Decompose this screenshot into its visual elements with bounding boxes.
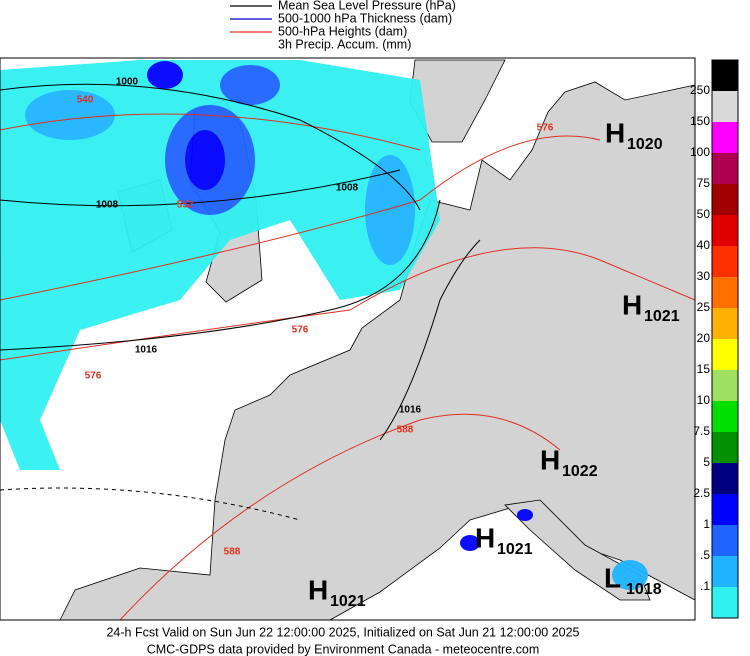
footer-line: CMC-GDPS data provided by Environment Ca…: [147, 642, 540, 656]
contour-label: 1000: [116, 77, 139, 88]
precip-moderate: [612, 560, 648, 590]
colorbar-label: 5: [703, 455, 710, 469]
colorbar-top: [712, 60, 738, 91]
pressure-center-value: 1022: [562, 463, 598, 480]
contour-label: 1016: [135, 345, 158, 356]
colorbar-swatch: [712, 370, 738, 401]
contour-label: 576: [537, 123, 554, 134]
legend-label: 3h Precip. Accum. (mm): [278, 37, 411, 51]
colorbar-label: 75: [697, 176, 711, 190]
colorbar-label: 7.5: [693, 424, 710, 438]
precip-moderate: [365, 155, 415, 265]
colorbar-swatch: [712, 587, 738, 618]
colorbar-swatch: [712, 122, 738, 153]
height-contour: [0, 135, 601, 301]
colorbar-swatch: [712, 215, 738, 246]
precip-heavy: [185, 130, 225, 190]
legend: Mean Sea Level Pressure (hPa)500-1000 hP…: [230, 0, 456, 51]
contours: [0, 83, 696, 621]
precip-heavy: [147, 61, 183, 89]
colorbar-frame: [711, 59, 739, 619]
colorbar-label: 250: [690, 83, 710, 97]
contour-label: 1008: [96, 200, 119, 211]
colorbar-swatch: [712, 432, 738, 463]
colorbar-label: 20: [697, 331, 711, 345]
colorbar-swatch: [712, 463, 738, 494]
contour-label: 540: [77, 95, 94, 106]
colorbar-swatch: [712, 91, 738, 122]
pressure-contour: [0, 199, 441, 351]
precip-light: [0, 60, 440, 470]
pressure-contour: [0, 169, 401, 207]
precip-heavy: [517, 509, 533, 521]
pressure-center-letter: L: [604, 562, 621, 593]
contour-label: 588: [224, 547, 241, 558]
pressure-center-value: 1021: [644, 308, 680, 325]
colorbar-label: 100: [690, 145, 710, 159]
colorbar-swatch: [712, 339, 738, 370]
colorbar: 250 150 100 75 50 40 30 25 20 15 10 7.5 5 2.5 1 .5 .1: [690, 59, 739, 619]
pressure-center-letter: H: [605, 117, 625, 148]
pressure-center-value: 1020: [627, 136, 663, 153]
colorbar-label: 30: [697, 269, 711, 283]
contour-label: 576: [292, 325, 309, 336]
colorbar-swatch: [712, 246, 738, 277]
pressure-center-value: 1021: [330, 593, 366, 610]
map-frame: [0, 57, 696, 621]
contour-label: 1008: [336, 183, 359, 194]
pressure-center-letter: H: [540, 444, 560, 475]
footer-line: 24-h Fcst Valid on Sun Jun 22 12:00:00 2…: [106, 625, 579, 639]
pressure-center-letter: H: [308, 574, 328, 605]
colorbar-label: 1: [703, 517, 710, 531]
colorbar-label: 10: [697, 393, 711, 407]
height-contour: [0, 247, 696, 361]
contour-label: 588: [397, 425, 414, 436]
colorbar-swatch: [712, 308, 738, 339]
colorbar-swatch: [712, 153, 738, 184]
pressure-center-value: 1018: [626, 581, 662, 598]
height-contour: [119, 413, 561, 621]
precip-heavy: [460, 535, 480, 551]
colorbar-swatch: [712, 277, 738, 308]
pressure-center-letter: H: [622, 289, 642, 320]
colorbar-swatch: [712, 494, 738, 525]
colorbar-swatch: [712, 525, 738, 556]
pressure-contour: [379, 239, 481, 441]
colorbar-label: 15: [697, 362, 711, 376]
map: [0, 57, 696, 621]
pressure-contour: [0, 83, 421, 211]
pressure-center-value: 1021: [497, 541, 533, 558]
contour-label: 576: [85, 371, 102, 382]
colorbar-swatch: [712, 556, 738, 587]
precip-moderate: [220, 65, 280, 105]
contour-label: 1016: [399, 405, 422, 416]
legend-label: Mean Sea Level Pressure (hPa): [278, 0, 456, 12]
colorbar-label: .1: [700, 579, 710, 593]
colorbar-label: 50: [697, 207, 711, 221]
colorbar-label: .5: [700, 548, 710, 562]
colorbar-swatch: [712, 401, 738, 432]
pressure-center-letter: H: [475, 522, 495, 553]
precip-moderate: [25, 90, 115, 140]
colorbar-label: 150: [690, 114, 710, 128]
colorbar-label: 40: [697, 238, 711, 252]
precipitation: [0, 60, 648, 590]
legend-label: 500-hPa Heights (dam): [278, 24, 407, 38]
height-contour: [0, 113, 421, 151]
colorbar-swatch: [712, 184, 738, 215]
colorbar-label: 25: [697, 300, 711, 314]
colorbar-label: 2.5: [693, 486, 710, 500]
contour-label: 552: [177, 200, 194, 211]
legend-label: 500-1000 hPa Thickness (dam): [278, 11, 452, 25]
